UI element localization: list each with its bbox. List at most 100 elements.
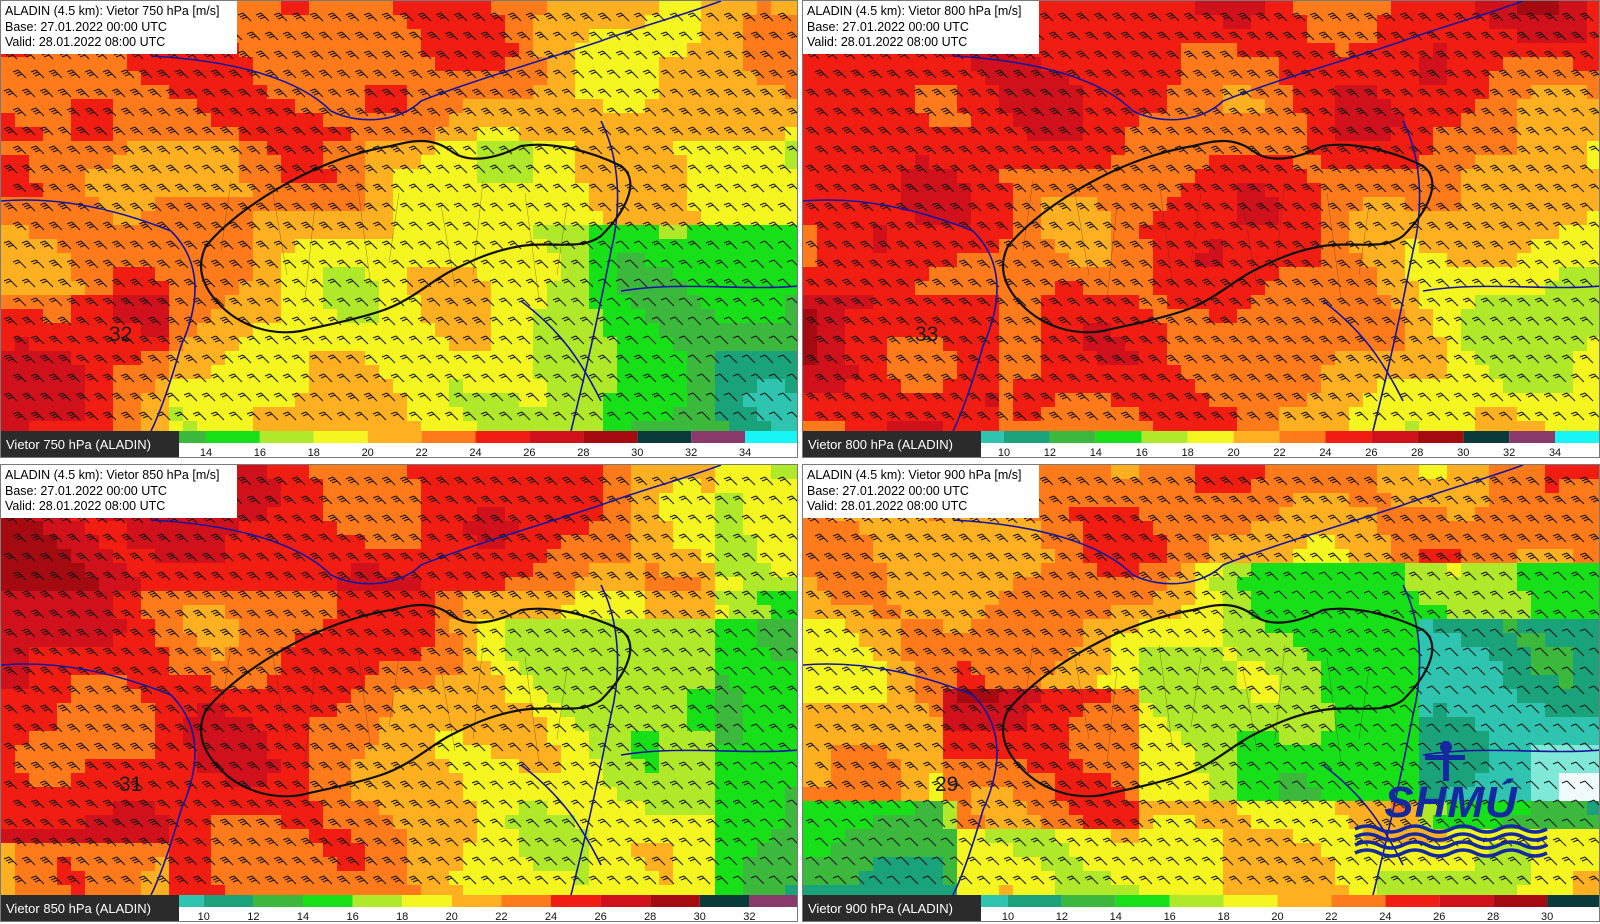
legend-title: Vietor 850 hPa (ALADIN)	[1, 895, 179, 921]
legend-tick-label: 24	[545, 911, 557, 922]
legend-swatch	[551, 895, 601, 907]
legend-swatch	[205, 431, 260, 443]
legend-tick-label: 26	[594, 911, 606, 922]
legend-swatch	[421, 431, 476, 443]
legend-tick-label: 24	[1379, 911, 1391, 922]
valid-time: Valid: 28.01.2022 08:00 UTC	[807, 35, 1021, 51]
base-time: Base: 27.01.2022 00:00 UTC	[807, 20, 1021, 36]
legend-tick-label: 32	[743, 911, 755, 922]
max-wind-value: 31	[119, 773, 142, 797]
map-title-box: ALADIN (4.5 km): Vietor 900 hPa [m/s] Bas…	[803, 465, 1040, 518]
max-wind-value: 29	[935, 773, 958, 797]
legend-swatch	[475, 431, 530, 443]
legend-swatch	[749, 895, 797, 907]
map-title: ALADIN (4.5 km): Vietor 800 hPa [m/s]	[807, 4, 1021, 20]
legend-swatch	[1277, 895, 1332, 907]
base-time: Base: 27.01.2022 00:00 UTC	[807, 484, 1021, 500]
legend-swatch	[313, 431, 368, 443]
wind-field-map	[803, 1, 1599, 431]
legend-swatch	[203, 895, 254, 907]
legend-swatch	[1325, 431, 1372, 443]
color-scale-legend: 10 12 14 16 18 20 22 24 26 28 30 Vietor 900 hPa (AL…	[803, 895, 1599, 922]
max-wind-value: 33	[915, 323, 938, 347]
wind-field-map	[1, 465, 797, 895]
panel-850hpa: ALADIN (4.5 km): Vietor 850 hPa [m/s] Bas…	[0, 464, 798, 922]
legend-tick-label: 16	[254, 447, 266, 458]
legend-swatch	[1417, 431, 1464, 443]
legend-swatch	[637, 431, 692, 443]
base-time: Base: 27.01.2022 00:00 UTC	[5, 20, 219, 36]
legend-swatch	[1233, 431, 1280, 443]
legend-swatch	[1095, 431, 1142, 443]
country-border-slovakia	[1001, 603, 1434, 798]
wind-speed-field	[803, 1, 1599, 431]
legend-tick-label: 22	[1325, 911, 1337, 922]
neighbor-borders	[1, 1, 797, 431]
legend-swatch	[529, 431, 584, 443]
legend-tick-label: 32	[685, 447, 697, 458]
legend-tick-label: 22	[415, 447, 427, 458]
country-border-slovakia	[199, 139, 632, 334]
wind-speed-field	[1, 1, 797, 431]
legend-tick-label: 10	[198, 911, 210, 922]
legend-tick-label: 10	[998, 447, 1010, 458]
legend-tick-label: 28	[1487, 911, 1499, 922]
legend-swatch	[1385, 895, 1440, 907]
legend-swatch	[402, 895, 452, 907]
legend-swatch	[1141, 431, 1188, 443]
legend-swatch	[650, 895, 700, 907]
legend-swatch	[1439, 895, 1494, 907]
legend-tick-label: 34	[739, 447, 751, 458]
legend-tick-label: 18	[396, 911, 408, 922]
legend-swatch	[1463, 431, 1510, 443]
legend-swatch	[1493, 895, 1548, 907]
legend-swatch	[1223, 895, 1278, 907]
legend-swatch	[1509, 431, 1556, 443]
wind-speed-field	[1, 465, 797, 895]
legend-tick-label: 28	[577, 447, 589, 458]
color-scale-legend: 10 12 14 16 18 20 22 24 26 28 30 32 34 Vietor 800 hPa…	[803, 431, 1599, 458]
neighbor-borders	[1, 465, 797, 895]
panel-800hpa: ALADIN (4.5 km): Vietor 800 hPa [m/s] Bas…	[802, 0, 1600, 458]
legend-tick-label: 12	[1044, 447, 1056, 458]
legend-swatch	[1331, 895, 1386, 907]
legend-tick-label: 28	[1411, 447, 1423, 458]
map-title-box: ALADIN (4.5 km): Vietor 800 hPa [m/s] Bas…	[803, 1, 1040, 54]
legend-tick-label: 20	[446, 911, 458, 922]
legend-tick-label: 26	[1365, 447, 1377, 458]
country-border-slovakia	[1001, 139, 1434, 334]
legend-swatch	[451, 895, 502, 907]
legend-tick-label: 16	[1136, 447, 1148, 458]
legend-swatch	[699, 895, 750, 907]
legend-tick-label: 20	[1227, 447, 1239, 458]
legend-tick-label: 30	[631, 447, 643, 458]
legend-tick-label: 18	[308, 447, 320, 458]
legend-swatch	[745, 431, 797, 443]
legend-swatch	[691, 431, 746, 443]
legend-tick-label: 12	[247, 911, 259, 922]
legend-swatch	[583, 431, 638, 443]
legend-tick-label: 16	[1164, 911, 1176, 922]
country-border-slovakia	[199, 603, 632, 798]
legend-title: Vietor 800 hPa (ALADIN)	[803, 431, 981, 457]
legend-tick-label: 28	[644, 911, 656, 922]
legend-swatch	[303, 895, 353, 907]
legend-swatch	[1187, 431, 1234, 443]
legend-tick-label: 32	[1503, 447, 1515, 458]
legend-tick-label: 16	[346, 911, 358, 922]
legend-tick-label: 10	[1002, 911, 1014, 922]
map-title-box: ALADIN (4.5 km): Vietor 750 hPa [m/s] Bas…	[1, 1, 238, 54]
legend-swatch	[1007, 895, 1062, 907]
legend-tick-label: 26	[523, 447, 535, 458]
legend-swatch	[1547, 895, 1599, 907]
legend-tick-label: 22	[495, 911, 507, 922]
color-scale-legend: 14 16 18 20 22 24 26 28 30 32 34 Vietor 750 hPa (AL…	[1, 431, 797, 458]
district-borders	[1022, 180, 1370, 300]
legend-swatch	[501, 895, 551, 907]
legend-tick-label: 24	[469, 447, 481, 458]
legend-title: Vietor 900 hPa (ALADIN)	[803, 895, 981, 921]
legend-tick-label: 34	[1549, 447, 1561, 458]
district-borders	[220, 644, 568, 764]
color-scale-legend: 10 12 14 16 18 20 22 24 26 28 30 32 Vietor 850 hPa (…	[1, 895, 797, 922]
